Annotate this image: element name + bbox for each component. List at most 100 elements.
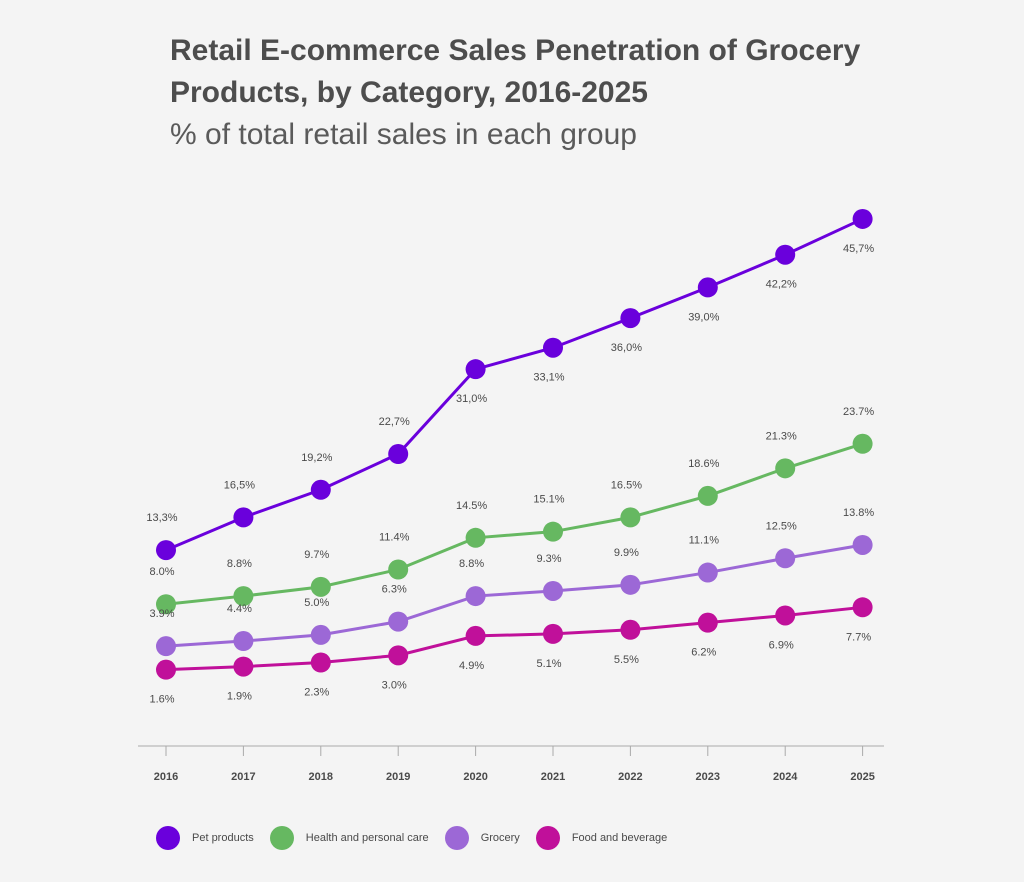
data-label: 19,2%: [301, 452, 332, 464]
legend-label: Pet products: [192, 832, 254, 844]
data-label: 5.0%: [304, 597, 329, 609]
data-point: [775, 605, 796, 626]
data-point: [156, 540, 176, 561]
data-label: 12.5%: [766, 520, 797, 532]
data-point: [852, 534, 873, 555]
data-label: 21.3%: [766, 430, 797, 442]
data-label: 3.9%: [149, 608, 174, 620]
data-label: 23.7%: [843, 406, 874, 418]
x-tick-label: 2016: [154, 771, 178, 783]
data-point: [233, 656, 254, 677]
data-point: [775, 458, 796, 479]
legend-label: Grocery: [480, 832, 520, 844]
data-point: [233, 586, 254, 607]
data-label: 1.6%: [149, 694, 174, 706]
data-point: [233, 631, 254, 652]
data-point: [775, 548, 796, 569]
chart-title: Retail E-commerce Sales Penetration of G…: [170, 34, 861, 109]
data-point: [388, 559, 409, 580]
x-tick-label: 2022: [618, 771, 642, 783]
data-label: 33,1%: [533, 372, 564, 384]
data-label: 16.5%: [611, 479, 642, 491]
data-label: 11.4%: [379, 531, 410, 543]
data-label: 36,0%: [611, 342, 642, 354]
data-point: [465, 359, 486, 380]
data-point: [310, 652, 331, 673]
data-label: 5.1%: [536, 658, 561, 670]
legend-item: Pet products: [156, 826, 254, 850]
x-tick-label: 2025: [850, 771, 874, 783]
data-label: 1.9%: [227, 691, 252, 703]
data-point: [697, 485, 718, 506]
data-point: [620, 308, 641, 329]
data-label: 42,2%: [766, 279, 797, 291]
legend-label: Health and personal care: [305, 832, 429, 844]
data-point: [620, 574, 641, 595]
data-point: [697, 612, 718, 633]
data-label: 4.4%: [227, 603, 252, 615]
data-point: [620, 619, 641, 640]
data-point: [388, 611, 409, 632]
data-point: [465, 586, 486, 607]
data-label: 3.0%: [382, 679, 407, 691]
data-label: 22,7%: [379, 416, 410, 428]
data-point: [697, 277, 718, 298]
series-line: [165, 442, 864, 606]
legend-swatch: [156, 826, 180, 850]
series-line: [165, 605, 863, 672]
legend-item: Food and beverage: [535, 826, 668, 850]
x-tick-label: 2023: [696, 771, 720, 783]
data-point: [697, 562, 718, 583]
data-label: 9.9%: [614, 547, 639, 559]
data-label: 15.1%: [533, 494, 564, 506]
legend-item: Health and personal care: [269, 826, 429, 850]
data-label: 13.8%: [843, 507, 874, 519]
legend: Pet products Health and personal care Groc…: [156, 826, 683, 850]
data-label: 39,0%: [688, 311, 719, 323]
x-tick-label: 2020: [463, 771, 487, 783]
data-point: [156, 659, 176, 680]
data-label: 9.7%: [304, 549, 329, 561]
legend-swatch: [535, 826, 560, 850]
data-label: 7.7%: [846, 631, 871, 643]
data-point: [775, 244, 796, 265]
data-point: [310, 624, 331, 645]
data-point: [543, 521, 563, 542]
data-label: 18.6%: [688, 458, 719, 470]
chart-subtitle: % of total retail sales in each group: [170, 118, 637, 151]
data-label: 11.1%: [689, 535, 720, 547]
legend-item: Grocery: [444, 826, 520, 850]
data-label: 14.5%: [456, 500, 487, 512]
data-label: 2.3%: [304, 686, 329, 698]
data-point: [156, 594, 176, 615]
data-point: [543, 623, 563, 644]
data-label: 6.2%: [691, 647, 716, 659]
data-label: 4.9%: [459, 660, 484, 672]
data-point: [388, 444, 409, 465]
x-tick-label: 2018: [309, 771, 333, 783]
data-point: [852, 597, 873, 618]
data-point: [543, 337, 563, 358]
data-point: [465, 625, 486, 646]
legend-swatch: [269, 826, 294, 850]
data-label: 6.9%: [769, 639, 794, 651]
series-line: [165, 543, 863, 648]
data-point: [310, 479, 331, 500]
data-label: 16,5%: [224, 479, 255, 491]
data-label: 8.0%: [149, 566, 174, 578]
data-label: 45,7%: [843, 243, 874, 255]
data-point: [310, 576, 331, 597]
data-point: [465, 527, 486, 548]
series-line: [165, 217, 864, 552]
data-point: [620, 507, 641, 528]
legend-label: Food and beverage: [571, 832, 668, 844]
data-label: 13,3%: [146, 512, 177, 524]
data-point: [543, 580, 563, 601]
x-tick-label: 2021: [541, 771, 565, 783]
data-label: 31,0%: [456, 393, 487, 405]
data-point: [852, 208, 873, 229]
data-label: 5.5%: [614, 654, 639, 666]
data-label: 8.8%: [459, 558, 484, 570]
x-tick-label: 2017: [231, 771, 255, 783]
